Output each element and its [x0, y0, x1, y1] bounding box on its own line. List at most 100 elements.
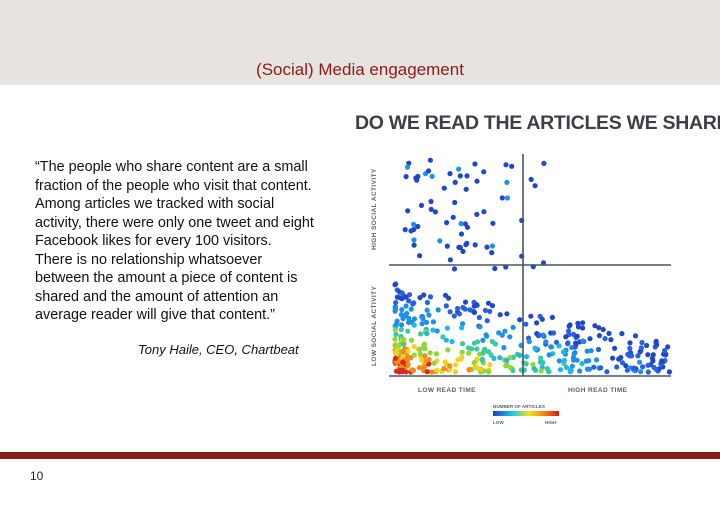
data-point: [612, 345, 618, 351]
data-point: [426, 312, 432, 318]
header-band: [0, 0, 720, 85]
data-point: [503, 363, 509, 369]
data-point: [650, 352, 656, 358]
data-point: [417, 253, 423, 259]
data-point: [653, 366, 659, 373]
data-point: [465, 345, 472, 351]
data-point: [507, 334, 513, 340]
data-point: [654, 342, 660, 348]
data-point: [423, 319, 430, 325]
data-point: [406, 160, 412, 166]
data-point: [406, 319, 412, 325]
data-point: [638, 369, 644, 375]
data-point: [405, 328, 411, 334]
data-point: [596, 325, 602, 331]
data-point: [411, 226, 417, 233]
data-point: [433, 351, 440, 357]
legend-color-scale: [493, 411, 559, 416]
data-point: [420, 316, 426, 322]
data-point: [487, 308, 493, 314]
data-point: [580, 325, 586, 331]
data-point: [591, 364, 597, 370]
data-point: [532, 346, 538, 352]
data-point: [456, 166, 462, 172]
data-point: [650, 358, 656, 364]
data-point: [445, 347, 451, 353]
data-point: [487, 362, 493, 368]
quote-attribution: Tony Haile, CEO, Chartbeat: [138, 342, 299, 357]
data-point: [426, 361, 432, 367]
data-point: [427, 157, 433, 163]
data-point: [393, 281, 399, 287]
data-point: [430, 327, 436, 333]
data-point: [426, 356, 432, 363]
data-point: [595, 346, 602, 353]
data-point: [411, 221, 417, 227]
data-point: [392, 304, 398, 310]
data-point: [566, 323, 572, 329]
data-point: [476, 314, 482, 321]
data-point: [418, 202, 425, 208]
quote-line: There is no relationship whatsoever: [35, 251, 263, 268]
data-point: [538, 355, 544, 361]
data-point: [408, 306, 414, 312]
data-point: [504, 357, 510, 363]
data-point: [427, 294, 434, 300]
data-point: [474, 302, 480, 308]
data-point: [400, 353, 406, 359]
data-point: [640, 364, 646, 370]
data-point: [398, 327, 404, 333]
data-point: [460, 321, 466, 327]
data-point: [593, 357, 600, 363]
data-point: [497, 355, 503, 361]
data-point: [429, 369, 435, 375]
data-point: [459, 325, 465, 331]
data-point: [526, 339, 532, 345]
data-point: [632, 333, 639, 339]
data-point: [434, 328, 440, 334]
data-point: [408, 337, 415, 343]
data-point: [499, 195, 505, 201]
data-point: [532, 183, 538, 189]
data-point: [488, 352, 494, 358]
data-point: [610, 355, 616, 361]
data-point: [501, 345, 507, 351]
data-point: [456, 244, 462, 250]
quote-line: “The people who share content are a smal…: [35, 159, 308, 175]
data-point: [445, 295, 452, 301]
data-point: [504, 179, 510, 185]
data-point: [471, 360, 477, 366]
data-point: [502, 328, 508, 334]
data-point: [645, 362, 651, 368]
data-point: [457, 173, 463, 179]
data-point: [392, 349, 399, 355]
quote-line: Among articles we tracked with social: [35, 196, 275, 212]
data-point: [396, 358, 402, 364]
data-point: [560, 349, 567, 355]
quote-line: average reader will give that content.”: [35, 307, 275, 323]
data-point: [528, 313, 534, 319]
data-point: [541, 160, 547, 166]
data-point: [538, 368, 544, 374]
data-point: [405, 208, 411, 214]
data-point: [432, 209, 438, 215]
data-point: [400, 349, 406, 355]
data-point: [392, 336, 398, 342]
data-point: [504, 311, 510, 317]
data-point: [424, 299, 430, 306]
data-point: [406, 298, 412, 304]
data-point: [588, 348, 594, 354]
data-point: [592, 323, 598, 329]
data-point: [443, 303, 449, 309]
data-point: [478, 366, 484, 372]
data-point: [481, 169, 487, 175]
data-point: [550, 330, 557, 336]
data-point: [447, 309, 453, 315]
data-point: [665, 344, 671, 350]
data-point: [572, 344, 578, 350]
data-point: [474, 356, 480, 362]
data-point: [440, 334, 446, 340]
data-point: [429, 173, 435, 179]
data-point: [637, 359, 643, 365]
data-point: [587, 336, 593, 342]
